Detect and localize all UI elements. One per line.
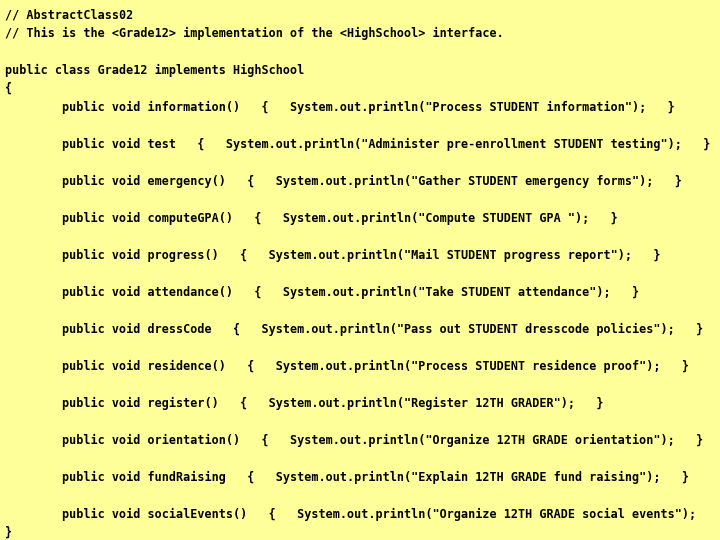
Text: public void orientation()   {   System.out.println("Organize 12TH GRADE orientat: public void orientation() { System.out.p… — [5, 434, 703, 447]
Text: public void fundRaising   {   System.out.println("Explain 12TH GRADE fund raisin: public void fundRaising { System.out.pri… — [5, 470, 689, 484]
Text: public class Grade12 implements HighSchool: public class Grade12 implements HighScho… — [5, 64, 305, 77]
Text: // AbstractClass02: // AbstractClass02 — [5, 8, 133, 21]
Text: public void emergency()   {   System.out.println("Gather STUDENT emergency forms: public void emergency() { System.out.pri… — [5, 174, 682, 187]
Text: public void computeGPA()   {   System.out.println("Compute STUDENT GPA ");   }: public void computeGPA() { System.out.pr… — [5, 212, 618, 225]
Text: public void test   {   System.out.println("Administer pre-enrollment STUDENT tes: public void test { System.out.println("A… — [5, 138, 711, 151]
Text: public void information()   {   System.out.println("Process STUDENT information": public void information() { System.out.p… — [5, 100, 675, 113]
Text: {: { — [5, 82, 12, 95]
Text: public void progress()   {   System.out.println("Mail STUDENT progress report");: public void progress() { System.out.prin… — [5, 248, 660, 261]
Text: public void socialEvents()   {   System.out.println("Organize 12TH GRADE social : public void socialEvents() { System.out.… — [5, 508, 696, 521]
Text: public void attendance()   {   System.out.println("Take STUDENT attendance");   : public void attendance() { System.out.pr… — [5, 286, 639, 299]
Text: public void dressCode   {   System.out.println("Pass out STUDENT dresscode polic: public void dressCode { System.out.print… — [5, 322, 703, 335]
Text: }: } — [5, 526, 12, 539]
Text: // This is the <Grade12> implementation of the <HighSchool> interface.: // This is the <Grade12> implementation … — [5, 26, 504, 39]
Text: public void residence()   {   System.out.println("Process STUDENT residence proo: public void residence() { System.out.pri… — [5, 360, 689, 373]
Text: public void register()   {   System.out.println("Register 12TH GRADER");   }: public void register() { System.out.prin… — [5, 396, 603, 410]
